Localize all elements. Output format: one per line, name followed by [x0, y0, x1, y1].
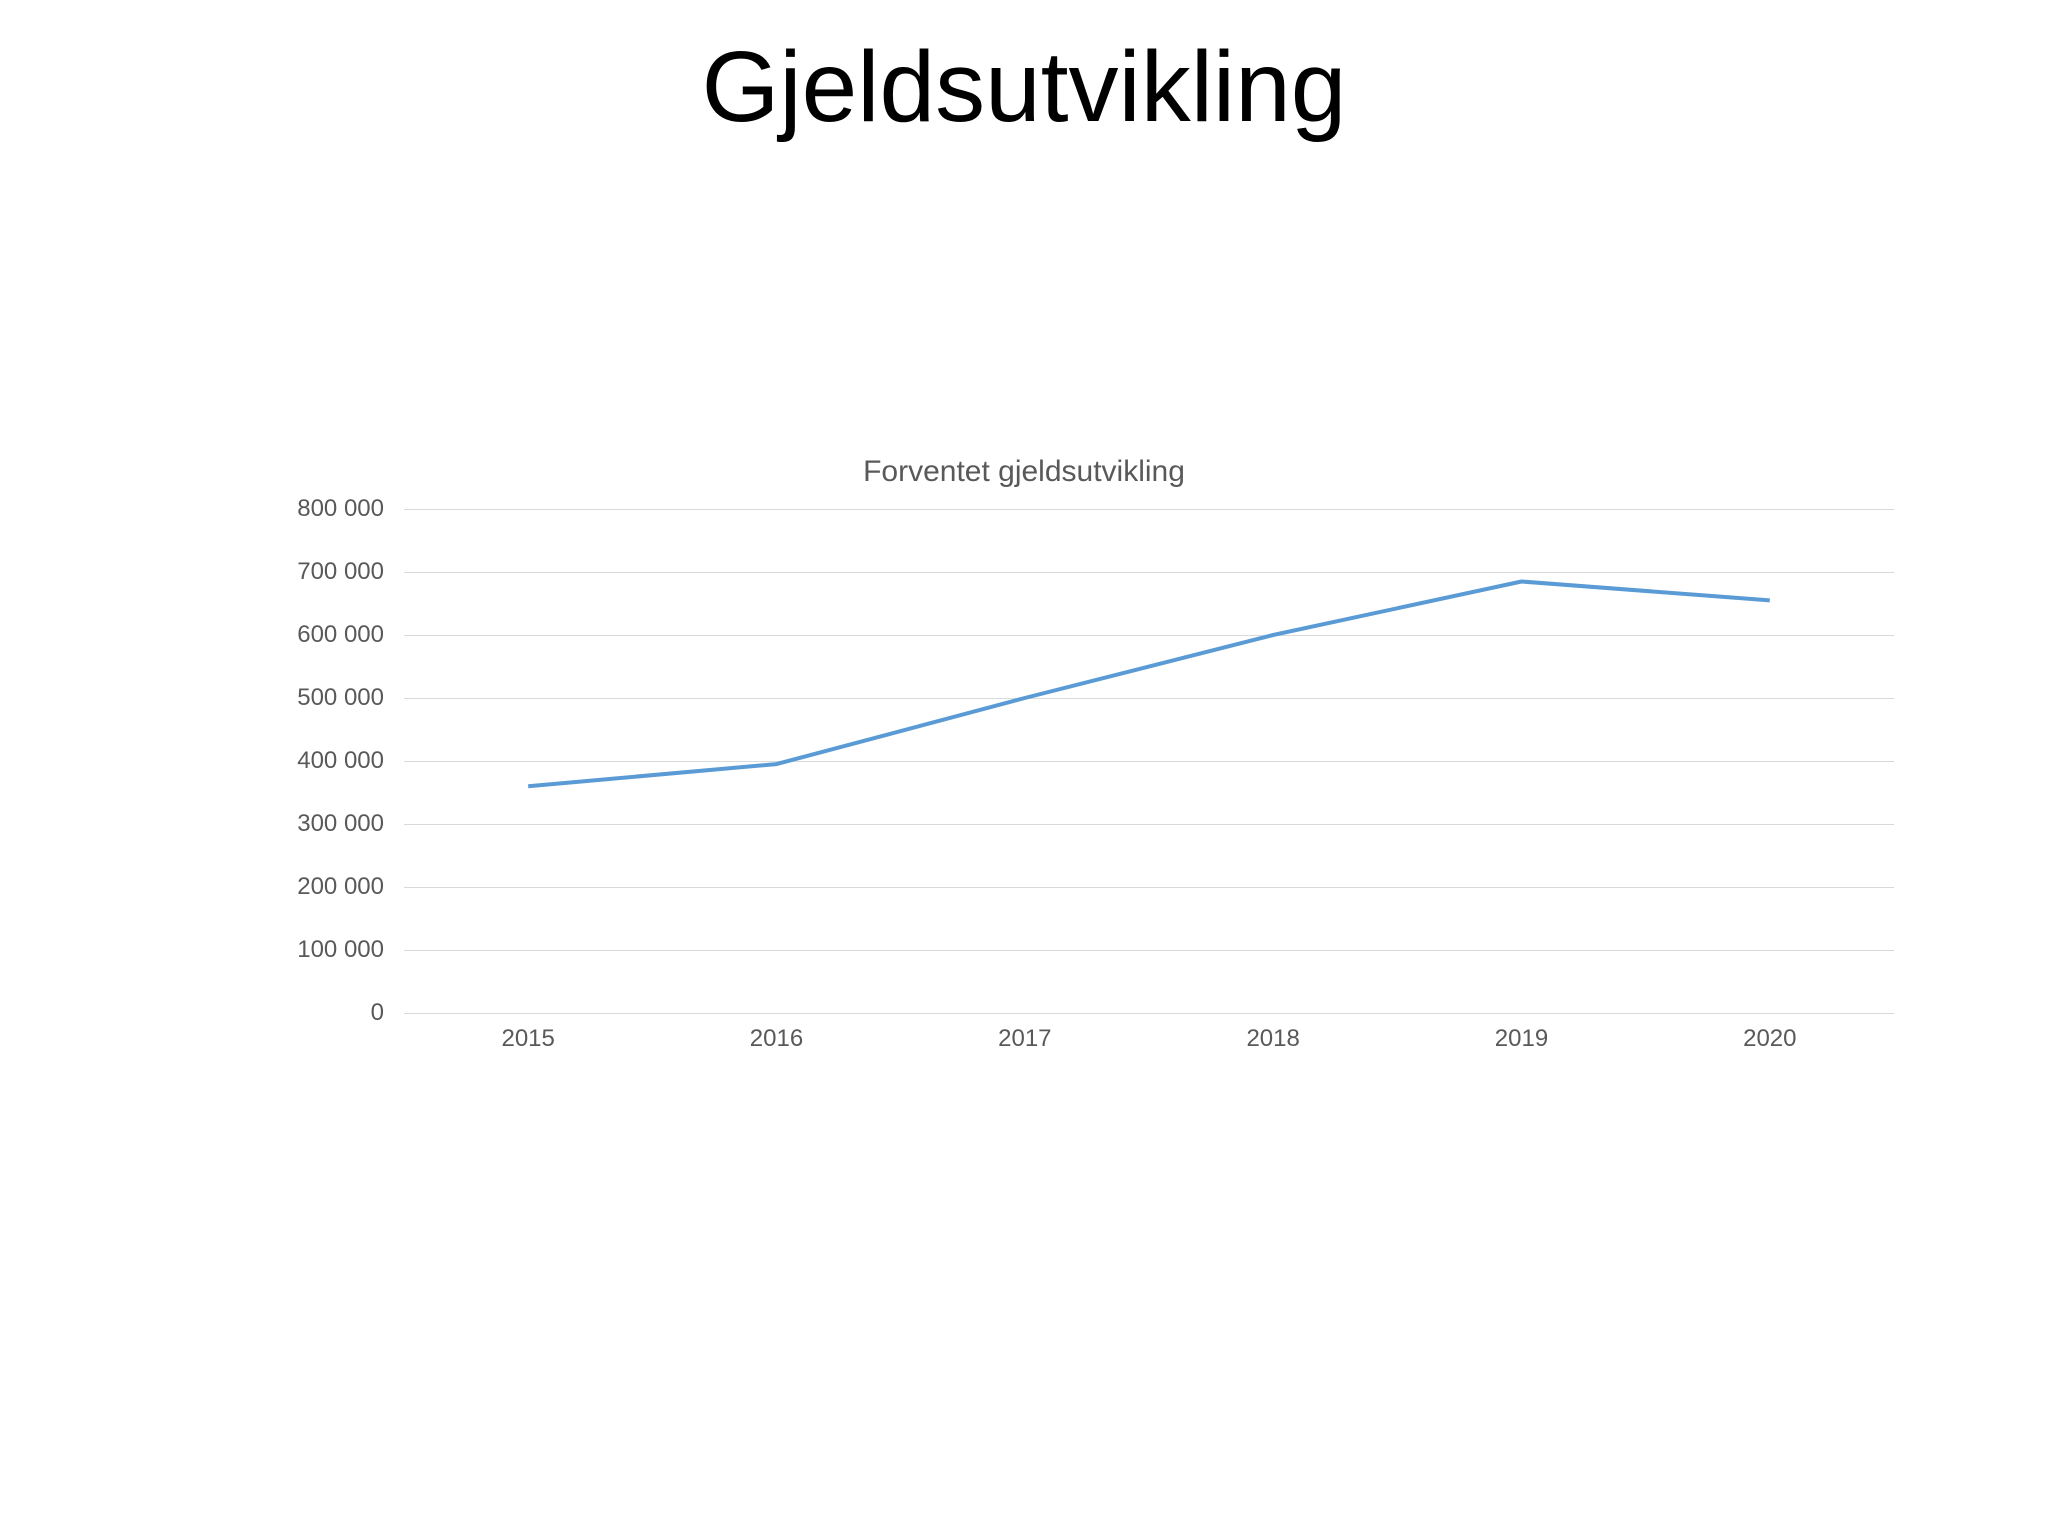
y-axis-label: 400 000: [274, 747, 404, 775]
grid-line: [404, 1013, 1894, 1014]
chart-area: 800 000700 000600 000500 000400 000300 0…: [274, 509, 1894, 1053]
x-axis-label: 2020: [1646, 1025, 1894, 1053]
grid-line: [404, 761, 1894, 762]
grid-row: 200 000: [274, 887, 1894, 950]
grid-row: 800 000: [274, 509, 1894, 572]
grid-row: 500 000: [274, 698, 1894, 761]
x-axis-label: 2019: [1397, 1025, 1645, 1053]
y-axis-label: 500 000: [274, 684, 404, 712]
y-axis-label: 200 000: [274, 873, 404, 901]
y-axis-label: 100 000: [274, 936, 404, 964]
grid-row: 300 000: [274, 824, 1894, 887]
grid-line: [404, 635, 1894, 636]
y-axis-label: 600 000: [274, 621, 404, 649]
grid-line: [404, 887, 1894, 888]
chart-x-axis: 201520162017201820192020: [404, 1025, 1894, 1053]
y-axis-label: 0: [274, 999, 404, 1027]
grid-row: 400 000: [274, 761, 1894, 824]
page: Gjeldsutvikling Forventet gjeldsutviklin…: [0, 0, 2048, 1536]
chart-grid: 800 000700 000600 000500 000400 000300 0…: [274, 509, 1894, 1013]
grid-line: [404, 950, 1894, 951]
x-axis-label: 2016: [652, 1025, 900, 1053]
chart-container: Forventet gjeldsutvikling 800 000700 000…: [0, 455, 2048, 1053]
y-axis-label: 300 000: [274, 810, 404, 838]
x-axis-label: 2018: [1149, 1025, 1397, 1053]
grid-row: 600 000: [274, 635, 1894, 698]
page-title: Gjeldsutvikling: [0, 30, 2048, 145]
y-axis-label: 800 000: [274, 495, 404, 523]
chart-title: Forventet gjeldsutvikling: [863, 455, 1185, 489]
x-axis-label: 2017: [901, 1025, 1149, 1053]
grid-row: 700 000: [274, 572, 1894, 635]
grid-line: [404, 698, 1894, 699]
grid-line: [404, 572, 1894, 573]
x-axis-label: 2015: [404, 1025, 652, 1053]
grid-line: [404, 509, 1894, 510]
grid-row: 100 000: [274, 950, 1894, 1013]
y-axis-label: 700 000: [274, 558, 404, 586]
grid-line: [404, 824, 1894, 825]
